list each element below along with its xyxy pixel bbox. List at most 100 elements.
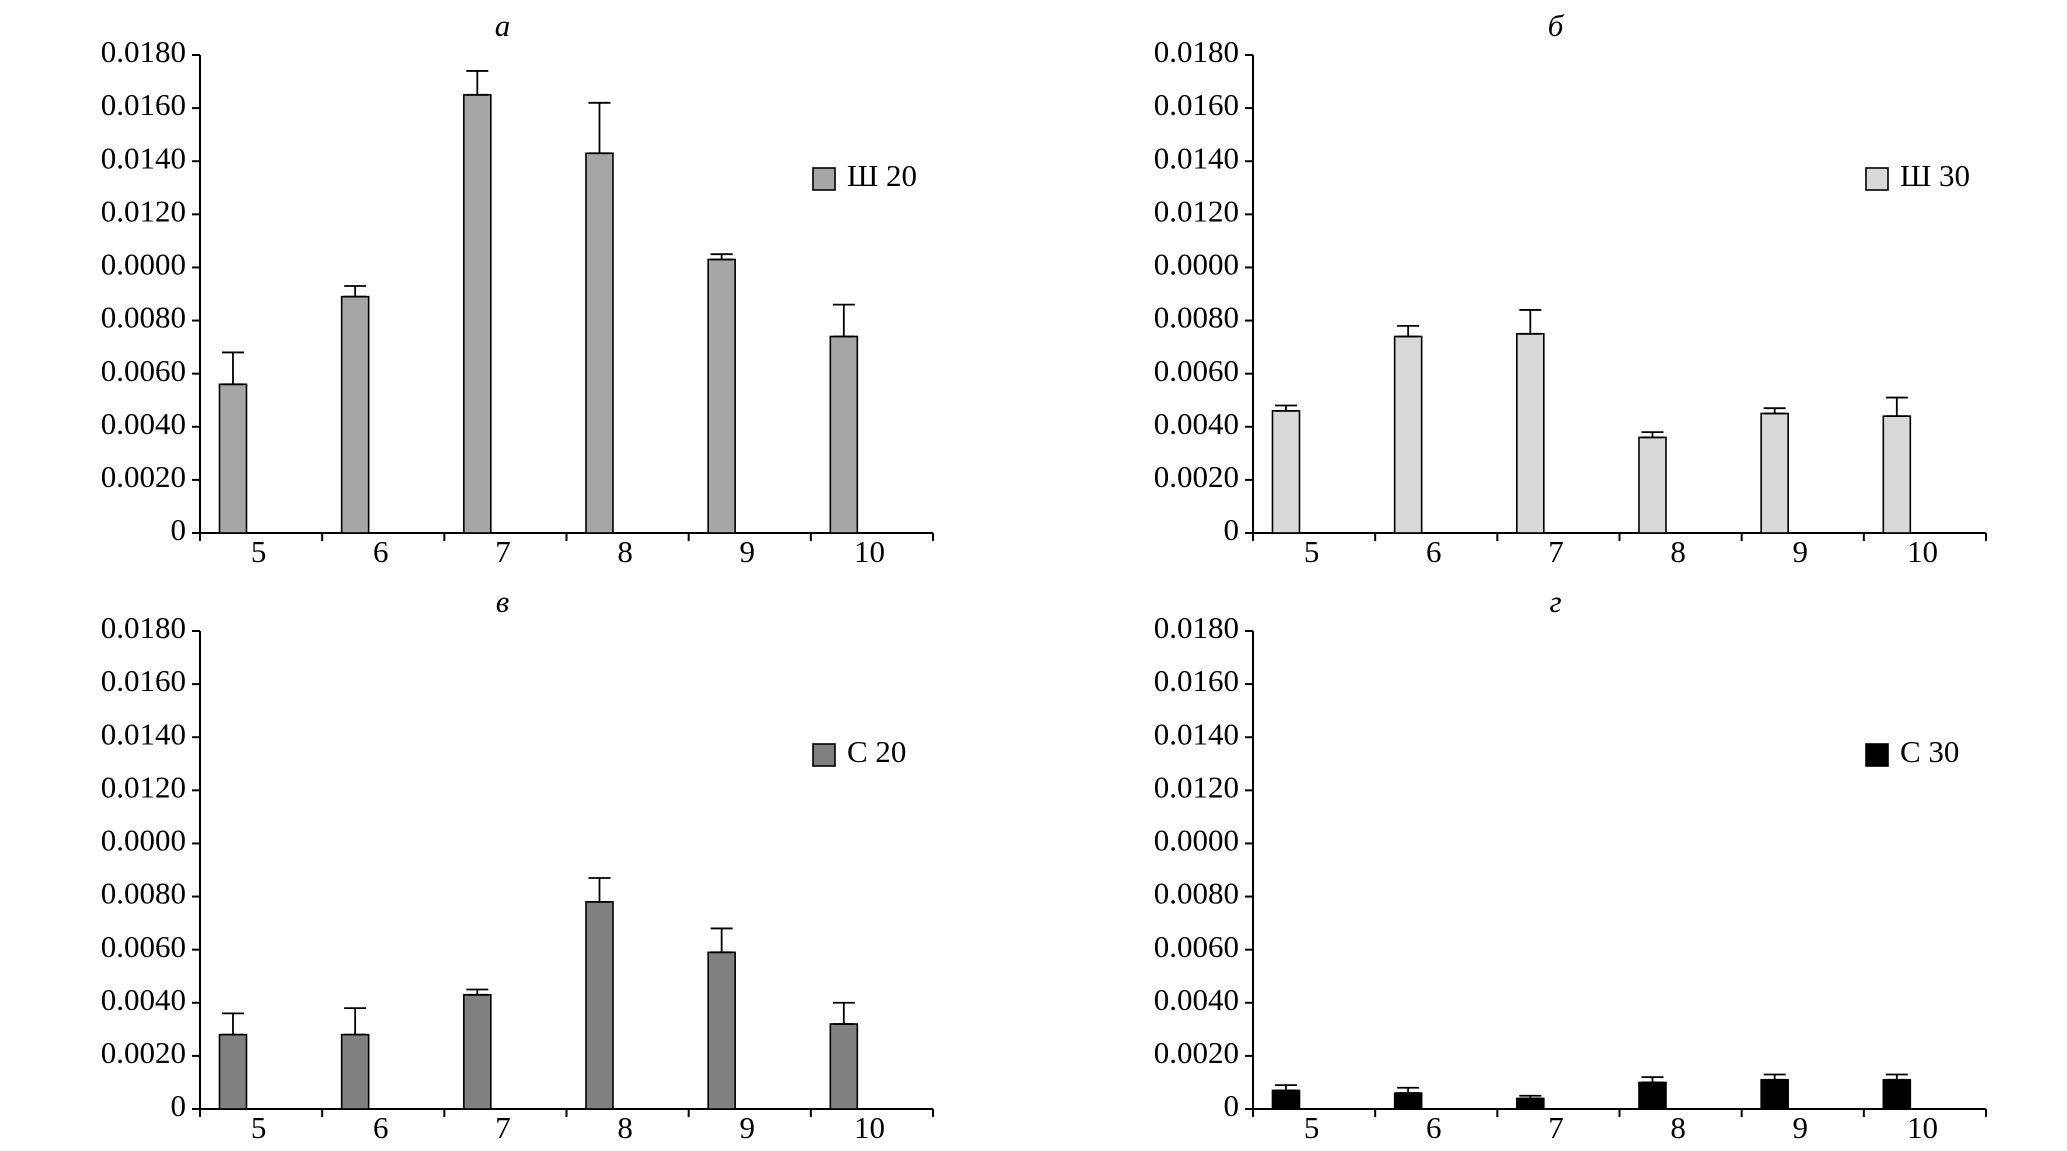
bar [463,994,492,1110]
y-tick-label: 0.0040 [1154,982,1239,1017]
error-bar [1519,1094,1542,1100]
y-tick-label: 0 [171,1088,187,1123]
x-tick-label: 8 [1670,1110,1686,1145]
error-bar [221,351,244,386]
x-tick-label: 10 [1907,1110,1938,1145]
bar [1760,412,1789,534]
bar [707,258,736,534]
x-tick-label: 6 [373,1110,389,1145]
y-tick-label: 0.0160 [101,663,186,698]
error-bar [1274,1084,1297,1092]
error-bar [344,285,367,298]
x-tick-label: 5 [251,534,267,569]
legend-swatch [812,167,836,191]
error-bar [1641,1076,1664,1084]
y-tick-label: 0.0120 [101,769,186,804]
error-bar [1641,431,1664,439]
y-tick-label: 0 [171,512,187,547]
y-tick-label: 0.0180 [101,34,186,69]
legend-label: С 20 [847,734,906,769]
y-tick-label: 0.0140 [101,140,186,175]
error-bar [832,303,855,338]
legend-swatch [1865,167,1889,191]
y-tick-label: 0.0140 [1154,140,1239,175]
y-tick-label: 0.0180 [1154,610,1239,645]
chart-title: б [1548,8,1565,43]
bar [1516,333,1545,534]
y-tick-label: 0.0060 [1154,353,1239,388]
y-tick-label: 0.0020 [1154,1035,1239,1070]
error-bar [1274,404,1297,412]
bar [829,335,859,534]
y-tick-label: 0.0040 [1154,406,1239,441]
error-bar [1763,1073,1786,1081]
y-tick-label: 0.0080 [101,300,186,335]
error-bar [466,70,489,96]
x-tick-label: 8 [1670,534,1686,569]
bar [1393,335,1423,534]
bar [1760,1078,1789,1110]
y-tick-label: 0.0140 [1154,716,1239,751]
bar [585,152,614,534]
bar [218,383,248,534]
x-tick-label: 9 [1793,1110,1809,1145]
error-bar [466,988,489,996]
y-tick-label: 0.0060 [1154,929,1239,964]
x-tick-label: 7 [1548,534,1564,569]
y-tick-label: 0.0120 [1154,193,1239,228]
error-bar [710,927,733,954]
error-bar [221,1012,244,1036]
x-tick-label: 10 [854,534,885,569]
bar [1516,1097,1545,1110]
y-tick-label: 0.0060 [101,929,186,964]
bar [707,951,736,1110]
y-tick-label: 0.0040 [101,406,186,441]
bar [585,901,614,1110]
x-tick-label: 9 [740,534,756,569]
y-tick-label: 0.0080 [101,876,186,911]
y-tick-label: 0.0000 [101,823,186,858]
y-tick-label: 0 [1224,1088,1240,1123]
y-tick-label: 0.0000 [1154,247,1239,282]
y-tick-label: 0.0020 [101,1035,186,1070]
chart-title: г [1549,584,1561,619]
y-tick-label: 0.0140 [101,716,186,751]
error-bar [710,253,733,261]
y-tick-label: 0.0180 [1154,34,1239,69]
error-bar [1763,407,1786,415]
y-tick-label: 0.0180 [101,610,186,645]
x-tick-label: 8 [617,1110,633,1145]
legend-label: Ш 30 [1900,158,1970,193]
y-tick-label: 0.0060 [101,353,186,388]
bar [1271,1089,1301,1110]
x-tick-label: 10 [1907,534,1938,569]
error-bar [1397,324,1420,338]
bar [1882,415,1912,534]
chart-title: в [496,584,509,619]
bar [1393,1092,1423,1110]
bar [463,94,492,534]
legend-swatch [812,743,836,767]
y-tick-label: 0.0020 [101,459,186,494]
bar [340,295,370,534]
error-bar [588,101,611,155]
x-tick-label: 5 [1304,1110,1320,1145]
x-tick-label: 7 [1548,1110,1564,1145]
chart-title: а [495,8,511,43]
bar [829,1023,859,1110]
x-tick-label: 9 [1793,534,1809,569]
error-bar [1519,309,1542,335]
x-tick-label: 8 [617,534,633,569]
x-tick-label: 6 [1426,1110,1442,1145]
y-tick-label: 0.0000 [101,247,186,282]
bar [1882,1078,1912,1110]
y-tick-label: 0.0160 [101,87,186,122]
legend-label: С 30 [1900,734,1959,769]
bar [1271,410,1301,534]
y-tick-label: 0.0040 [101,982,186,1017]
x-tick-label: 7 [495,534,511,569]
x-tick-label: 10 [854,1110,885,1145]
x-tick-label: 6 [1426,534,1442,569]
x-tick-label: 9 [740,1110,756,1145]
